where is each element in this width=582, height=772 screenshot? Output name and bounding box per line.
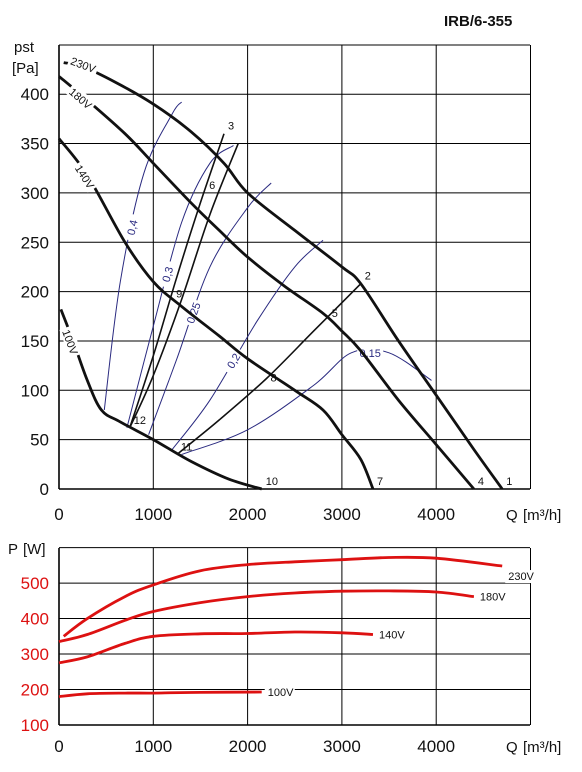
voltage-label: 100V bbox=[268, 687, 294, 699]
power-curve bbox=[62, 555, 503, 638]
y-tick-label: 100 bbox=[21, 381, 49, 400]
system-curve bbox=[128, 143, 239, 429]
system-curve bbox=[128, 133, 225, 429]
system-curve bbox=[176, 283, 362, 456]
efficiency-curve bbox=[103, 101, 182, 411]
voltage-label-bg bbox=[476, 590, 507, 604]
point-label: 7 bbox=[377, 476, 383, 488]
x-tick-label: 4000 bbox=[417, 737, 455, 756]
voltage-label-bg bbox=[65, 83, 97, 113]
point-label: 8 bbox=[270, 372, 276, 384]
power-axis-unit: [W] bbox=[23, 541, 46, 558]
power-flow-axis-label: Q bbox=[506, 739, 518, 756]
y-tick-label: 50 bbox=[30, 431, 49, 450]
efficiency-label-bg bbox=[182, 298, 204, 328]
x-tick-label: 3000 bbox=[323, 505, 361, 524]
efficiency-label: 0,3 bbox=[161, 266, 177, 284]
pressure-curve bbox=[63, 61, 504, 490]
voltage-label: 140V bbox=[379, 630, 405, 642]
point-label: 3 bbox=[228, 121, 234, 133]
x-tick-label: 4000 bbox=[417, 505, 455, 524]
y-tick-label: 200 bbox=[21, 283, 49, 302]
voltage-label: 230V bbox=[508, 571, 534, 583]
power-axis-label: P bbox=[8, 541, 18, 558]
efficiency-label: 0,4 bbox=[126, 219, 141, 237]
power-curve bbox=[58, 630, 374, 665]
power-curve bbox=[58, 589, 475, 643]
pressure-axis-unit: [Pa] bbox=[12, 60, 39, 77]
point-label: 4 bbox=[478, 476, 484, 488]
x-tick-label: 1000 bbox=[134, 737, 172, 756]
point-label: 9 bbox=[176, 288, 182, 300]
y-tick-label: 300 bbox=[21, 645, 49, 664]
x-tick-label: 0 bbox=[54, 505, 63, 524]
voltage-label-bg bbox=[505, 570, 536, 584]
point-label: 1 bbox=[506, 476, 512, 488]
pressure-curve bbox=[59, 308, 263, 491]
chart-title: IRB/6-355 bbox=[444, 13, 512, 30]
voltage-label: 230V bbox=[69, 56, 98, 77]
efficiency-curve bbox=[171, 239, 324, 450]
point-label: 6 bbox=[209, 180, 215, 192]
voltage-label-bg bbox=[264, 686, 295, 700]
flow-axis-unit: [m³/h] bbox=[523, 507, 561, 524]
pressure-curve bbox=[57, 137, 375, 490]
y-tick-label: 400 bbox=[21, 85, 49, 104]
point-label: 5 bbox=[332, 308, 338, 320]
voltage-label-bg bbox=[67, 53, 100, 76]
efficiency-label-bg bbox=[157, 259, 177, 289]
pressure-axis-label: pst bbox=[14, 39, 35, 56]
efficiency-label-bg bbox=[122, 213, 141, 242]
y-tick-label: 150 bbox=[21, 332, 49, 351]
point-label: 10 bbox=[266, 476, 278, 488]
power-curve bbox=[58, 690, 262, 698]
point-label: 12 bbox=[134, 415, 146, 427]
point-label: 11 bbox=[181, 441, 192, 453]
y-tick-label: 100 bbox=[21, 716, 49, 735]
point-label: 2 bbox=[365, 271, 371, 283]
y-tick-label: 300 bbox=[21, 184, 49, 203]
power-plot: 100 200 300 400 500 0 1000 2000 3000 4000 230V180V… bbox=[21, 547, 536, 756]
x-tick-label: 3000 bbox=[323, 737, 361, 756]
y-tick-label: 500 bbox=[21, 574, 49, 593]
x-tick-label: 2000 bbox=[229, 505, 267, 524]
y-tick-label: 200 bbox=[21, 681, 49, 700]
voltage-label-bg bbox=[59, 325, 83, 359]
y-tick-label: 250 bbox=[21, 233, 49, 252]
efficiency-curve bbox=[126, 145, 234, 428]
x-tick-label: 1000 bbox=[134, 505, 172, 524]
flow-axis-label: Q bbox=[506, 507, 518, 524]
y-tick-label: 0 bbox=[40, 480, 49, 499]
x-tick-label: 0 bbox=[54, 737, 63, 756]
x-tick-label: 2000 bbox=[229, 737, 267, 756]
y-tick-label: 400 bbox=[21, 610, 49, 629]
voltage-label-bg bbox=[376, 628, 407, 642]
efficiency-curve bbox=[181, 348, 432, 455]
power-flow-axis-unit: [m³/h] bbox=[523, 739, 561, 756]
voltage-label-bg bbox=[71, 160, 99, 193]
pressure-curve bbox=[58, 75, 475, 490]
efficiency-curve bbox=[148, 182, 272, 435]
voltage-label: 180V bbox=[480, 592, 506, 604]
y-tick-label: 350 bbox=[21, 135, 49, 154]
voltage-label: 100V bbox=[59, 328, 79, 357]
